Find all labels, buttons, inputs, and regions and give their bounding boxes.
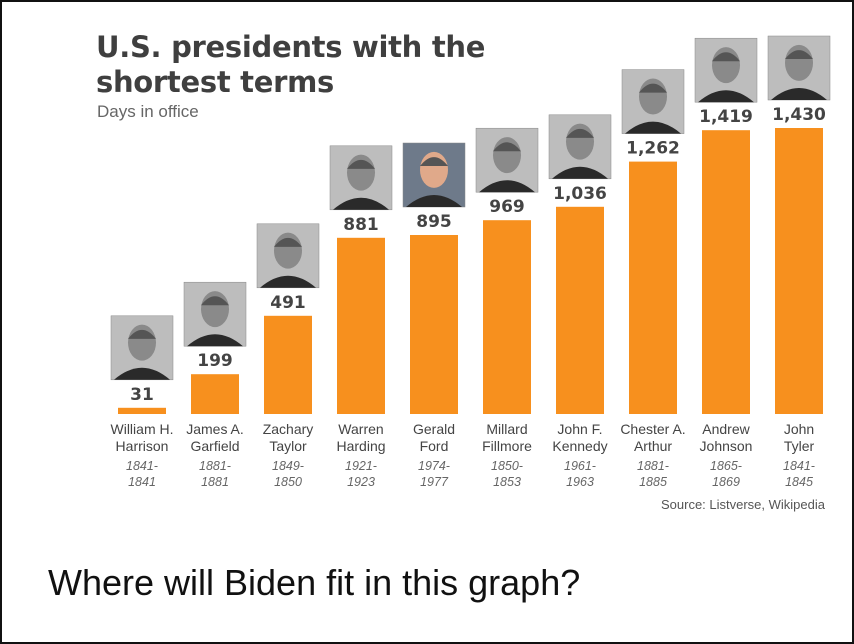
category-years: 1845 [785, 475, 813, 489]
category-label: Fillmore [482, 438, 532, 454]
category-years: 1974- [418, 459, 450, 473]
category-label: Millard [486, 421, 527, 437]
bar [629, 161, 677, 414]
category-years: 1923 [347, 475, 375, 489]
category-years: 1921- [345, 459, 377, 473]
value-label: 895 [416, 212, 452, 232]
bar [118, 407, 166, 414]
category-label: William H. [111, 421, 174, 437]
category-label: Taylor [269, 438, 307, 454]
category-label: Harrison [116, 438, 169, 454]
bar [264, 315, 312, 414]
category-label: Arthur [634, 438, 672, 454]
category-years: 1963 [566, 475, 594, 489]
category-years: 1881- [637, 459, 669, 473]
value-label: 1,419 [699, 107, 753, 127]
category-years: 1869 [712, 475, 740, 489]
bar [483, 220, 531, 414]
value-label: 199 [197, 351, 233, 371]
president-portrait [621, 69, 685, 134]
category-label: Johnson [700, 438, 753, 454]
category-label: Zachary [263, 421, 314, 437]
category-label: Gerald [413, 421, 455, 437]
chart-subtitle: Days in office [97, 102, 199, 121]
president-portrait [402, 142, 466, 208]
president-portrait [329, 145, 393, 211]
bar [337, 237, 385, 414]
category-years: 1961- [564, 459, 596, 473]
president-portrait [183, 281, 247, 347]
category-label: Warren [338, 421, 383, 437]
category-label: Kennedy [552, 438, 607, 454]
category-label: Garfield [190, 438, 239, 454]
category-years: 1885 [639, 475, 667, 489]
president-portrait [110, 315, 174, 381]
category-years: 1841 [128, 475, 156, 489]
category-years: 1881- [199, 459, 231, 473]
chart-title-line-2: shortest terms [96, 65, 334, 99]
category-years: 1850 [274, 475, 302, 489]
bar [702, 130, 750, 414]
category-years: 1841- [126, 459, 158, 473]
value-label: 1,036 [553, 184, 607, 204]
category-label: John F. [557, 421, 602, 437]
category-years: 1977 [420, 475, 449, 489]
chart-title-line-1: U.S. presidents with the [96, 30, 486, 64]
value-label: 1,430 [772, 105, 826, 125]
chart-title: U.S. presidents with the shortest terms [96, 30, 485, 100]
value-label: 31 [130, 385, 154, 405]
president-portrait [548, 114, 612, 180]
category-label: Tyler [784, 438, 815, 454]
bar [410, 235, 458, 414]
category-label: Harding [336, 438, 385, 454]
value-label: 491 [270, 293, 306, 313]
president-portrait [694, 37, 758, 103]
president-portrait [767, 35, 831, 101]
category-years: 1849- [272, 459, 304, 473]
value-label: 881 [343, 215, 379, 235]
value-label: 969 [489, 197, 525, 217]
category-years: 1881 [201, 475, 229, 489]
president-portrait [256, 223, 320, 289]
president-portrait [475, 127, 539, 193]
bar [775, 128, 823, 414]
bar [556, 206, 604, 414]
category-label: Ford [420, 438, 449, 454]
category-label: Andrew [702, 421, 750, 437]
category-label: James A. [186, 421, 244, 437]
category-years: 1841- [783, 459, 815, 473]
category-label: Chester A. [620, 421, 685, 437]
value-label: 1,262 [626, 139, 680, 159]
chart-source: Source: Listverse, Wikipedia [660, 497, 825, 512]
bar [191, 374, 239, 414]
category-years: 1850- [491, 459, 523, 473]
category-label: John [784, 421, 814, 437]
meme-caption: Where will Biden fit in this graph? [48, 562, 581, 603]
category-years: 1865- [710, 459, 742, 473]
category-years: 1853 [493, 475, 521, 489]
